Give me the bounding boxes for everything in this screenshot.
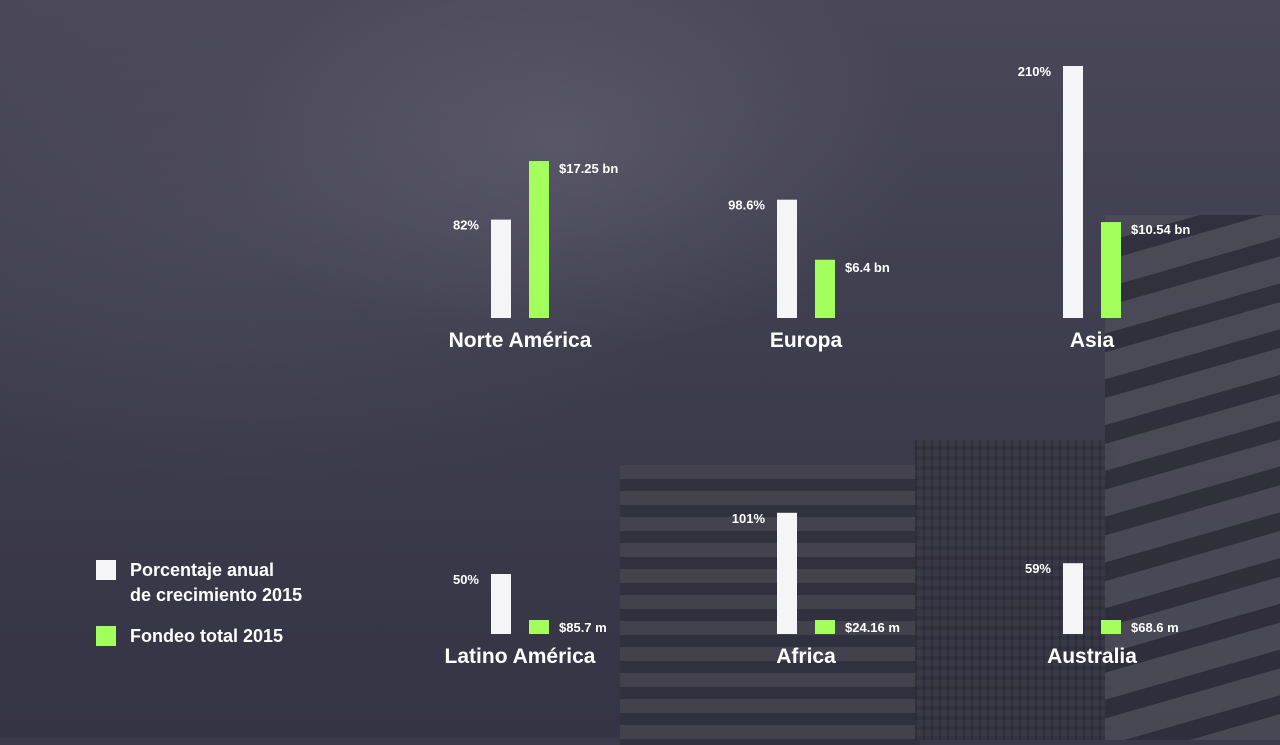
label-funding-australia: $68.6 m <box>1131 620 1179 635</box>
bar-funding-latino-america <box>529 620 549 634</box>
label-funding-europa: $6.4 bn <box>845 260 890 275</box>
region-label-latino-america: Latino América <box>445 645 596 668</box>
bar-growth-latino-america <box>491 574 511 634</box>
label-funding-latino-america: $85.7 m <box>559 620 607 635</box>
legend-label-funding: Fondeo total 2015 <box>130 626 284 646</box>
bar-funding-norte-america <box>529 161 549 318</box>
legend-swatch-growth <box>96 560 116 580</box>
bar-growth-europa <box>777 199 797 318</box>
label-funding-africa: $24.16 m <box>845 620 900 635</box>
label-funding-asia: $10.54 bn <box>1131 222 1190 237</box>
bar-growth-africa <box>777 512 797 634</box>
bar-funding-asia <box>1101 222 1121 318</box>
label-funding-norte-america: $17.25 bn <box>559 161 618 176</box>
label-growth-europa: 98.6% <box>728 198 765 213</box>
bar-funding-africa <box>815 620 835 634</box>
region-label-australia: Australia <box>1047 645 1137 668</box>
label-growth-africa: 101% <box>732 511 766 526</box>
background-building-right <box>1105 215 1280 740</box>
region-label-europa: Europa <box>770 329 843 352</box>
bar-growth-australia <box>1063 563 1083 634</box>
background-building-left <box>620 465 920 745</box>
label-growth-norte-america: 82% <box>453 218 479 233</box>
region-label-norte-america: Norte América <box>449 329 592 352</box>
bar-funding-australia <box>1101 620 1121 634</box>
region-label-asia: Asia <box>1070 329 1115 352</box>
region-label-africa: Africa <box>776 645 836 668</box>
label-growth-australia: 59% <box>1025 561 1051 576</box>
bar-growth-asia <box>1063 66 1083 318</box>
chart-legend: Porcentaje anual de crecimiento 2015 Fon… <box>96 558 390 665</box>
legend-item-funding: Fondeo total 2015 <box>96 624 390 649</box>
label-growth-latino-america: 50% <box>453 572 479 587</box>
legend-label-growth: Porcentaje anual de crecimiento 2015 <box>130 560 303 605</box>
bar-growth-norte-america <box>491 219 511 318</box>
label-growth-asia: 210% <box>1018 64 1052 79</box>
legend-swatch-funding <box>96 626 116 646</box>
legend-item-growth: Porcentaje anual de crecimiento 2015 <box>96 558 390 608</box>
bar-funding-europa <box>815 259 835 318</box>
